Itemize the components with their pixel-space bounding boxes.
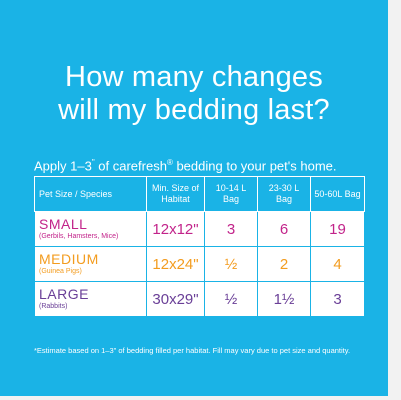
bedding-table: Pet Size / Species Min. Size of Habitat … xyxy=(34,176,365,317)
header-habitat: Min. Size of Habitat xyxy=(146,176,205,212)
info-panel: How many changes will my bedding last? A… xyxy=(0,0,388,396)
title-line-2: will my bedding last? xyxy=(58,94,330,126)
bag-23-30-cell: 1½ xyxy=(257,281,311,317)
size-label: MEDIUM xyxy=(39,251,99,267)
bag-10-14-cell: ½ xyxy=(204,281,258,317)
page-title: How many changes will my bedding last? xyxy=(0,61,388,127)
species-label: (Rabbits) xyxy=(39,303,68,310)
page-margin-right xyxy=(388,0,401,400)
species-label: (Guinea Pigs) xyxy=(39,268,82,275)
species-cell: LARGE (Rabbits) xyxy=(34,281,147,317)
bag-50-60-cell: 3 xyxy=(310,281,365,317)
subtitle-brand: of carefresh xyxy=(94,158,167,174)
species-cell: MEDIUM (Guinea Pigs) xyxy=(34,246,147,282)
habitat-cell: 30x29" xyxy=(146,281,205,317)
bag-23-30-cell: 2 xyxy=(257,246,311,282)
header-bag-23-30: 23-30 L Bag xyxy=(257,176,311,212)
species-cell: SMALL (Gerbils, Hamsters, Mice) xyxy=(34,211,147,247)
title-line-1: How many changes xyxy=(65,61,323,93)
registered-mark: ® xyxy=(166,158,173,167)
habitat-cell: 12x12" xyxy=(146,211,205,247)
header-species: Pet Size / Species xyxy=(34,176,147,212)
subtitle-suffix: bedding to your pet's home. xyxy=(172,158,337,174)
habitat-cell: 12x24" xyxy=(146,246,205,282)
header-bag-10-14: 10-14 L Bag xyxy=(204,176,258,212)
subtitle-quote: " xyxy=(91,158,95,167)
subtitle: Apply 1–3" of carefresh® bedding to your… xyxy=(34,155,374,174)
table-row: LARGE (Rabbits) 30x29" ½ 1½ 3 xyxy=(34,281,365,317)
header-bag-50-60: 50-60L Bag xyxy=(310,176,365,212)
table-header-row: Pet Size / Species Min. Size of Habitat … xyxy=(34,176,365,212)
species-label: (Gerbils, Hamsters, Mice) xyxy=(39,233,119,240)
bag-50-60-cell: 19 xyxy=(310,211,365,247)
bag-50-60-cell: 4 xyxy=(310,246,365,282)
footnote: *Estimate based on 1–3" of bedding fille… xyxy=(34,346,351,355)
size-label: LARGE xyxy=(39,286,89,302)
bag-10-14-cell: 3 xyxy=(204,211,258,247)
size-label: SMALL xyxy=(39,216,88,232)
table-row: SMALL (Gerbils, Hamsters, Mice) 12x12" 3… xyxy=(34,211,365,247)
bag-23-30-cell: 6 xyxy=(257,211,311,247)
page-margin-bottom xyxy=(0,396,401,400)
subtitle-prefix: Apply 1–3 xyxy=(34,158,92,174)
table-row: MEDIUM (Guinea Pigs) 12x24" ½ 2 4 xyxy=(34,246,365,282)
bag-10-14-cell: ½ xyxy=(204,246,258,282)
